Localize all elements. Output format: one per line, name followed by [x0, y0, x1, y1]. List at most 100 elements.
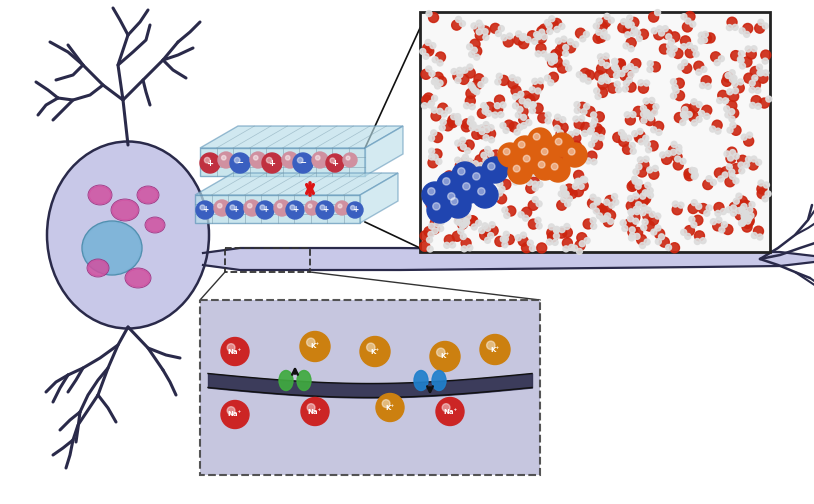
- Circle shape: [725, 177, 735, 187]
- Circle shape: [613, 133, 623, 142]
- Circle shape: [573, 116, 579, 122]
- Circle shape: [537, 26, 547, 36]
- Circle shape: [593, 23, 599, 29]
- Circle shape: [737, 155, 747, 165]
- Circle shape: [628, 210, 634, 215]
- Circle shape: [548, 232, 558, 242]
- Circle shape: [688, 204, 698, 214]
- Text: K⁺: K⁺: [370, 348, 379, 354]
- Circle shape: [464, 175, 470, 181]
- Circle shape: [483, 135, 489, 141]
- Circle shape: [456, 17, 462, 22]
- Circle shape: [611, 65, 618, 71]
- Circle shape: [488, 151, 494, 157]
- Circle shape: [630, 30, 637, 36]
- Circle shape: [427, 237, 432, 243]
- Circle shape: [630, 148, 637, 154]
- Circle shape: [689, 21, 696, 27]
- Circle shape: [632, 27, 637, 33]
- Circle shape: [445, 107, 452, 113]
- Circle shape: [626, 220, 636, 230]
- Circle shape: [584, 103, 589, 109]
- Circle shape: [632, 131, 637, 137]
- Circle shape: [640, 242, 646, 248]
- Circle shape: [521, 114, 527, 120]
- Circle shape: [442, 187, 468, 213]
- Circle shape: [606, 210, 615, 220]
- Circle shape: [459, 170, 465, 176]
- Circle shape: [556, 129, 566, 139]
- Circle shape: [472, 182, 498, 208]
- Circle shape: [604, 14, 610, 19]
- Circle shape: [674, 78, 685, 88]
- Circle shape: [482, 108, 488, 114]
- Circle shape: [430, 342, 460, 371]
- Circle shape: [482, 157, 508, 183]
- Circle shape: [535, 51, 541, 57]
- Circle shape: [655, 225, 661, 231]
- Circle shape: [470, 121, 476, 128]
- Circle shape: [535, 88, 541, 94]
- Circle shape: [744, 216, 754, 226]
- Circle shape: [644, 112, 650, 118]
- Circle shape: [681, 36, 690, 46]
- Circle shape: [685, 233, 691, 239]
- Circle shape: [601, 17, 610, 27]
- Circle shape: [505, 234, 514, 244]
- Circle shape: [637, 157, 643, 163]
- Circle shape: [593, 124, 602, 134]
- Circle shape: [428, 231, 434, 237]
- Circle shape: [759, 98, 769, 108]
- Circle shape: [498, 112, 504, 117]
- Circle shape: [420, 48, 426, 54]
- Circle shape: [262, 153, 282, 173]
- Circle shape: [571, 155, 578, 161]
- Circle shape: [423, 93, 434, 103]
- Circle shape: [498, 26, 505, 32]
- Circle shape: [620, 220, 626, 226]
- Circle shape: [464, 103, 470, 109]
- Circle shape: [427, 102, 433, 108]
- Circle shape: [691, 222, 697, 228]
- Circle shape: [691, 168, 698, 174]
- Circle shape: [427, 187, 435, 195]
- Circle shape: [196, 201, 214, 219]
- Circle shape: [595, 198, 601, 204]
- Circle shape: [532, 197, 538, 203]
- Circle shape: [675, 156, 681, 162]
- Circle shape: [723, 224, 733, 234]
- Circle shape: [429, 148, 435, 154]
- Circle shape: [573, 154, 579, 160]
- Circle shape: [477, 108, 488, 118]
- Circle shape: [539, 24, 549, 34]
- Circle shape: [574, 107, 580, 113]
- Circle shape: [551, 49, 561, 59]
- Circle shape: [670, 32, 680, 42]
- Circle shape: [435, 83, 440, 89]
- Circle shape: [651, 229, 657, 235]
- Circle shape: [751, 80, 760, 90]
- Circle shape: [469, 168, 475, 174]
- Circle shape: [604, 62, 610, 69]
- Circle shape: [522, 243, 532, 253]
- Circle shape: [571, 161, 576, 167]
- Circle shape: [424, 46, 434, 56]
- Circle shape: [634, 209, 640, 215]
- Circle shape: [651, 28, 657, 34]
- Circle shape: [455, 157, 461, 163]
- Circle shape: [568, 148, 575, 155]
- Circle shape: [612, 58, 618, 65]
- Circle shape: [527, 31, 537, 41]
- Circle shape: [466, 158, 472, 164]
- Circle shape: [559, 227, 565, 232]
- Circle shape: [634, 133, 645, 142]
- Circle shape: [534, 32, 540, 38]
- Circle shape: [431, 218, 440, 227]
- Circle shape: [739, 28, 745, 34]
- Circle shape: [428, 100, 435, 106]
- Circle shape: [691, 200, 698, 206]
- Circle shape: [286, 201, 304, 219]
- Circle shape: [681, 44, 687, 49]
- Circle shape: [557, 228, 567, 238]
- Circle shape: [729, 108, 738, 118]
